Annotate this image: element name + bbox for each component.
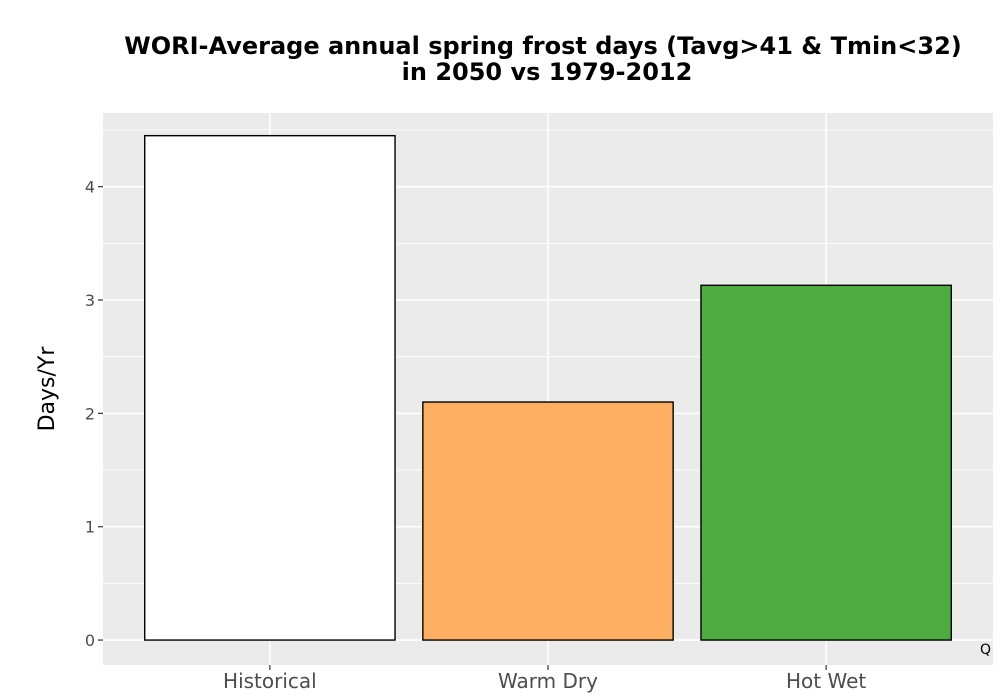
y-axis: 0 1 2 3 4: [85, 178, 103, 650]
chart-title: WORI-Average annual spring frost days (T…: [124, 32, 962, 60]
y-tick-label: 0: [85, 631, 95, 650]
y-axis-label: Days/Yr: [35, 346, 60, 432]
y-tick-label: 2: [85, 404, 95, 423]
chart-subtitle: in 2050 vs 1979-2012: [402, 58, 693, 86]
y-tick-label: 1: [85, 518, 95, 537]
x-tick-label: Historical: [223, 669, 317, 693]
bar-warm-dry: [422, 401, 674, 641]
x-tick-label: Hot Wet: [786, 669, 866, 693]
y-tick-label: 4: [85, 178, 95, 197]
corner-label: Q: [980, 642, 991, 658]
y-tick-label: 3: [85, 291, 95, 310]
x-tick-label: Warm Dry: [498, 669, 598, 693]
bar-hot-wet: [700, 284, 952, 641]
x-axis: Historical Warm Dry Hot Wet: [223, 665, 866, 693]
bar-historical: [144, 134, 396, 641]
bars: [144, 134, 952, 641]
